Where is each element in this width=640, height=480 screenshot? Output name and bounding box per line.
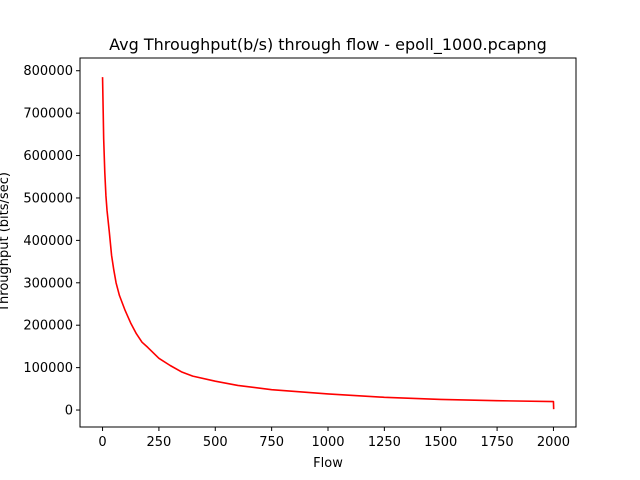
x-tick-label: 2000 xyxy=(537,435,570,450)
y-axis-label: Throughput (bits/sec) xyxy=(0,172,12,313)
y-tick-label: 700000 xyxy=(23,107,73,122)
y-tick-label: 800000 xyxy=(23,64,73,79)
series-line-0 xyxy=(101,77,555,410)
x-tick-label: 1250 xyxy=(368,435,401,450)
x-tick-label: 500 xyxy=(203,435,228,450)
x-tick-label: 750 xyxy=(259,435,284,450)
y-tick-label: 300000 xyxy=(23,276,73,291)
x-tick-label: 1750 xyxy=(481,435,514,450)
axes-frame xyxy=(79,57,577,428)
chart-title: Avg Throughput(b/s) through flow - epoll… xyxy=(109,35,547,55)
series-layer xyxy=(101,77,555,410)
y-axis-ticks: 0 100000 200000 300000 400000 500000 600000 700… xyxy=(23,64,80,419)
y-tick-label: 100000 xyxy=(23,361,73,376)
y-tick-label: 600000 xyxy=(23,149,73,164)
x-tick-label: 0 xyxy=(98,435,106,450)
x-axis-label: Flow xyxy=(313,456,343,471)
x-axis-ticks: 0 250 500 750 1000 1250 1500 1750 2000 xyxy=(98,427,570,450)
y-tick-label: 500000 xyxy=(23,191,73,206)
x-tick-label: 1000 xyxy=(311,435,344,450)
x-tick-label: 250 xyxy=(146,435,171,450)
x-tick-label: 1500 xyxy=(424,435,457,450)
y-tick-label: 0 xyxy=(65,404,73,419)
y-tick-label: 400000 xyxy=(23,234,73,249)
y-tick-label: 200000 xyxy=(23,319,73,334)
